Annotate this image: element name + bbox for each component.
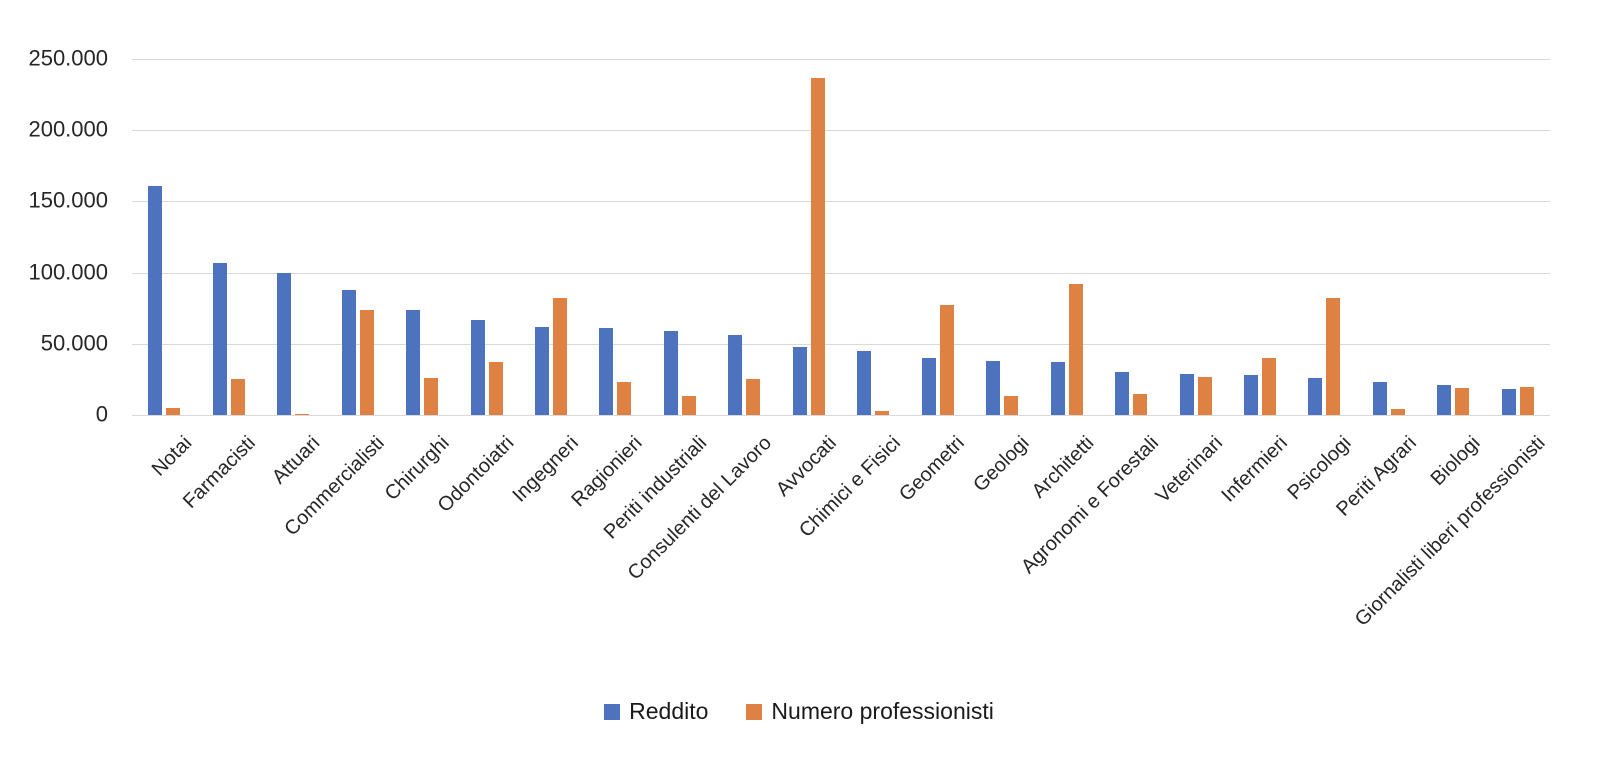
bar-reddito <box>921 358 936 415</box>
bar-numero-professionisti <box>1133 393 1148 415</box>
bar-numero-professionisti <box>230 379 245 415</box>
x-category-label: Geologi <box>969 432 1034 497</box>
bar-reddito <box>406 309 421 415</box>
y-axis-tick-label: 150.000 <box>28 187 108 213</box>
legend-item-numero-professionisti: Numero professionisti <box>746 698 994 725</box>
bar-numero-professionisti <box>1261 358 1276 415</box>
bar-numero-professionisti <box>1455 387 1470 415</box>
bar-numero-professionisti <box>746 379 761 415</box>
bar-numero-professionisti <box>1197 376 1212 415</box>
bar-reddito <box>1437 385 1452 415</box>
bar-reddito <box>1501 389 1516 415</box>
bar-numero-professionisti <box>295 413 310 415</box>
x-category-label: Attuari <box>268 432 325 489</box>
bar-reddito <box>212 262 227 415</box>
bar-numero-professionisti <box>1519 386 1534 415</box>
x-category-label: Biologi <box>1426 432 1485 491</box>
bar-reddito <box>1050 362 1065 415</box>
gridline <box>132 130 1550 132</box>
bar-numero-professionisti <box>939 305 954 415</box>
bar-reddito <box>277 272 292 415</box>
bar-numero-professionisti <box>424 377 439 415</box>
bar-numero-professionisti <box>1390 409 1405 415</box>
bar-numero-professionisti <box>810 77 825 415</box>
gridline <box>132 201 1550 203</box>
gridline <box>132 343 1550 345</box>
x-category-label: Veterinari <box>1151 432 1228 508</box>
bar-reddito <box>792 346 807 415</box>
bar-reddito <box>1179 373 1194 415</box>
reddito-series-swatch-icon <box>604 703 621 720</box>
bar-numero-professionisti <box>617 382 632 415</box>
bar-reddito <box>341 289 356 415</box>
x-category-label: Geometri <box>895 432 970 506</box>
bar-reddito <box>857 350 872 415</box>
bar-numero-professionisti <box>1068 283 1083 415</box>
bar-reddito <box>1115 372 1130 415</box>
bar-reddito <box>470 319 485 415</box>
legend-item-reddito: Reddito <box>604 698 708 725</box>
x-category-label: Notai <box>147 432 196 481</box>
gridline <box>132 272 1550 274</box>
bar-reddito <box>663 330 678 415</box>
bar-numero-professionisti <box>552 298 567 415</box>
y-axis-tick-label: 0 <box>95 401 108 427</box>
bar-numero-professionisti <box>681 396 696 415</box>
numero-professionisti-series-swatch-icon <box>746 703 763 720</box>
x-category-label: Infermieri <box>1217 432 1292 507</box>
bar-numero-professionisti <box>359 309 374 415</box>
bar-reddito <box>599 328 614 415</box>
bar-reddito <box>986 360 1001 415</box>
x-axis-line <box>132 415 1550 416</box>
bar-reddito <box>728 335 743 415</box>
y-axis-tick-label: 250.000 <box>28 45 108 71</box>
bar-reddito <box>1308 377 1323 415</box>
bar-reddito <box>1243 375 1258 415</box>
bar-numero-professionisti <box>875 410 890 415</box>
bar-numero-professionisti <box>1326 298 1341 415</box>
legend-label-reddito: Reddito <box>629 698 709 724</box>
bar-reddito <box>148 185 163 415</box>
bar-reddito <box>534 326 549 415</box>
bar-numero-professionisti <box>488 362 503 415</box>
y-axis-tick-label: 200.000 <box>28 116 108 142</box>
y-axis-tick-label: 100.000 <box>28 259 108 285</box>
bar-numero-professionisti <box>1004 396 1019 415</box>
legend-label-numero-professionisti: Numero professionisti <box>771 698 994 724</box>
bar-reddito <box>1372 382 1387 415</box>
legend: Reddito Numero professionisti <box>0 698 1598 725</box>
bar-numero-professionisti <box>166 407 181 415</box>
y-axis-tick-label: 50.000 <box>40 330 108 356</box>
gridline <box>132 59 1550 60</box>
